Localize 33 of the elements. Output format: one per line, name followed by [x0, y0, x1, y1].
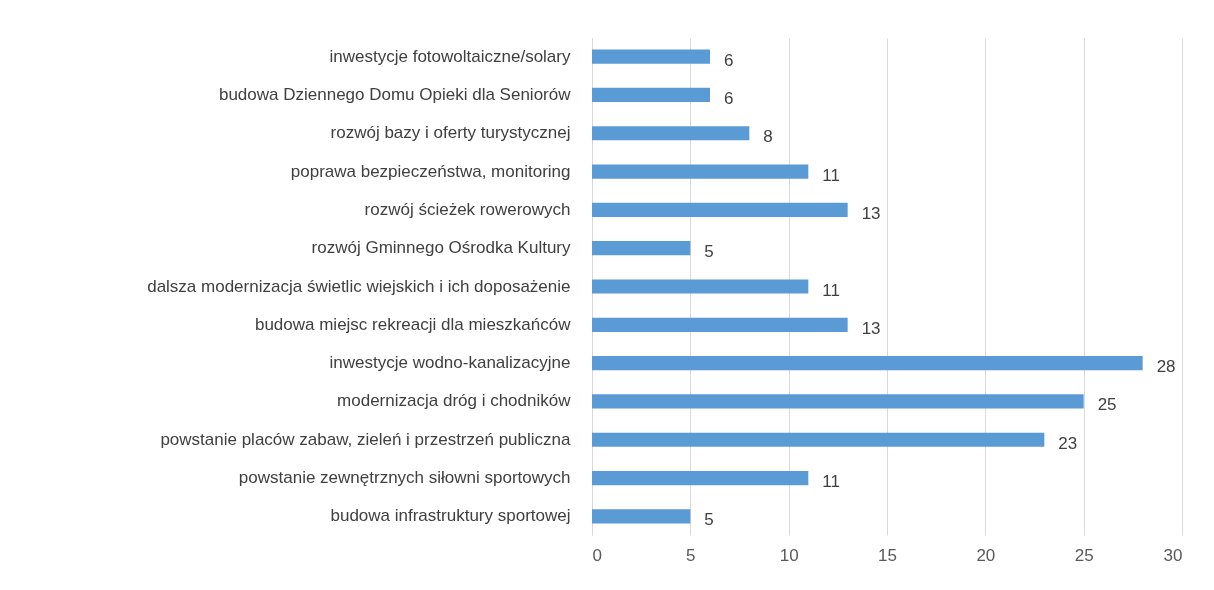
y-tick-label: modernizacja dróg i chodników — [337, 391, 572, 411]
y-tick-label: dalsza modernizacja świetlic wiejskich i ich doposażenie — [147, 276, 571, 296]
y-tick-label: inwestycje fotowoltaiczne/solary — [329, 46, 571, 66]
data-label: 28 — [1156, 357, 1176, 377]
y-tick-label: inwestycje wodno-kanalizacyjne — [329, 353, 571, 373]
data-label: 23 — [1058, 433, 1078, 453]
data-label: 6 — [724, 88, 734, 108]
data-label: 11 — [822, 472, 840, 492]
data-label: 11 — [822, 280, 840, 300]
data-label: 5 — [704, 242, 714, 262]
y-tick-label: budowa infrastruktury sportowej — [330, 506, 571, 526]
x-tick-label: 15 — [878, 545, 897, 565]
y-tick-label: budowa miejsc rekreacji dla mieszkańców — [254, 314, 572, 334]
y-tick-label: rozwój bazy i oferty turystycznej — [330, 123, 571, 143]
x-tick-label: 20 — [976, 545, 996, 565]
x-tick-label: 30 — [1163, 545, 1183, 565]
x-tick-label: 0 — [592, 545, 602, 565]
y-tick-label: poprawa bezpieczeństwa, monitoring — [290, 161, 571, 181]
x-tick-label: 10 — [779, 545, 799, 565]
data-label: 8 — [763, 127, 773, 147]
data-label: 5 — [704, 510, 714, 530]
y-tick-label: rozwój Gminnego Ośrodka Kultury — [311, 238, 571, 258]
x-tick-label: 25 — [1074, 545, 1094, 565]
y-tick-label: powstanie zewnętrznych siłowni sportowych — [238, 468, 571, 488]
data-label: 13 — [861, 318, 881, 338]
x-tick-label: 5 — [686, 545, 696, 565]
y-tick-label: rozwój ścieżek rowerowych — [364, 199, 571, 219]
y-tick-label: budowa Dziennego Domu Opieki dla Seniorów — [218, 84, 572, 104]
data-label: 6 — [724, 50, 734, 70]
data-label: 11 — [822, 165, 840, 185]
data-label: 13 — [861, 203, 881, 223]
data-label: 25 — [1097, 395, 1117, 415]
y-tick-label: powstanie placów zabaw, zieleń i przestrzeń publiczna — [160, 429, 572, 449]
